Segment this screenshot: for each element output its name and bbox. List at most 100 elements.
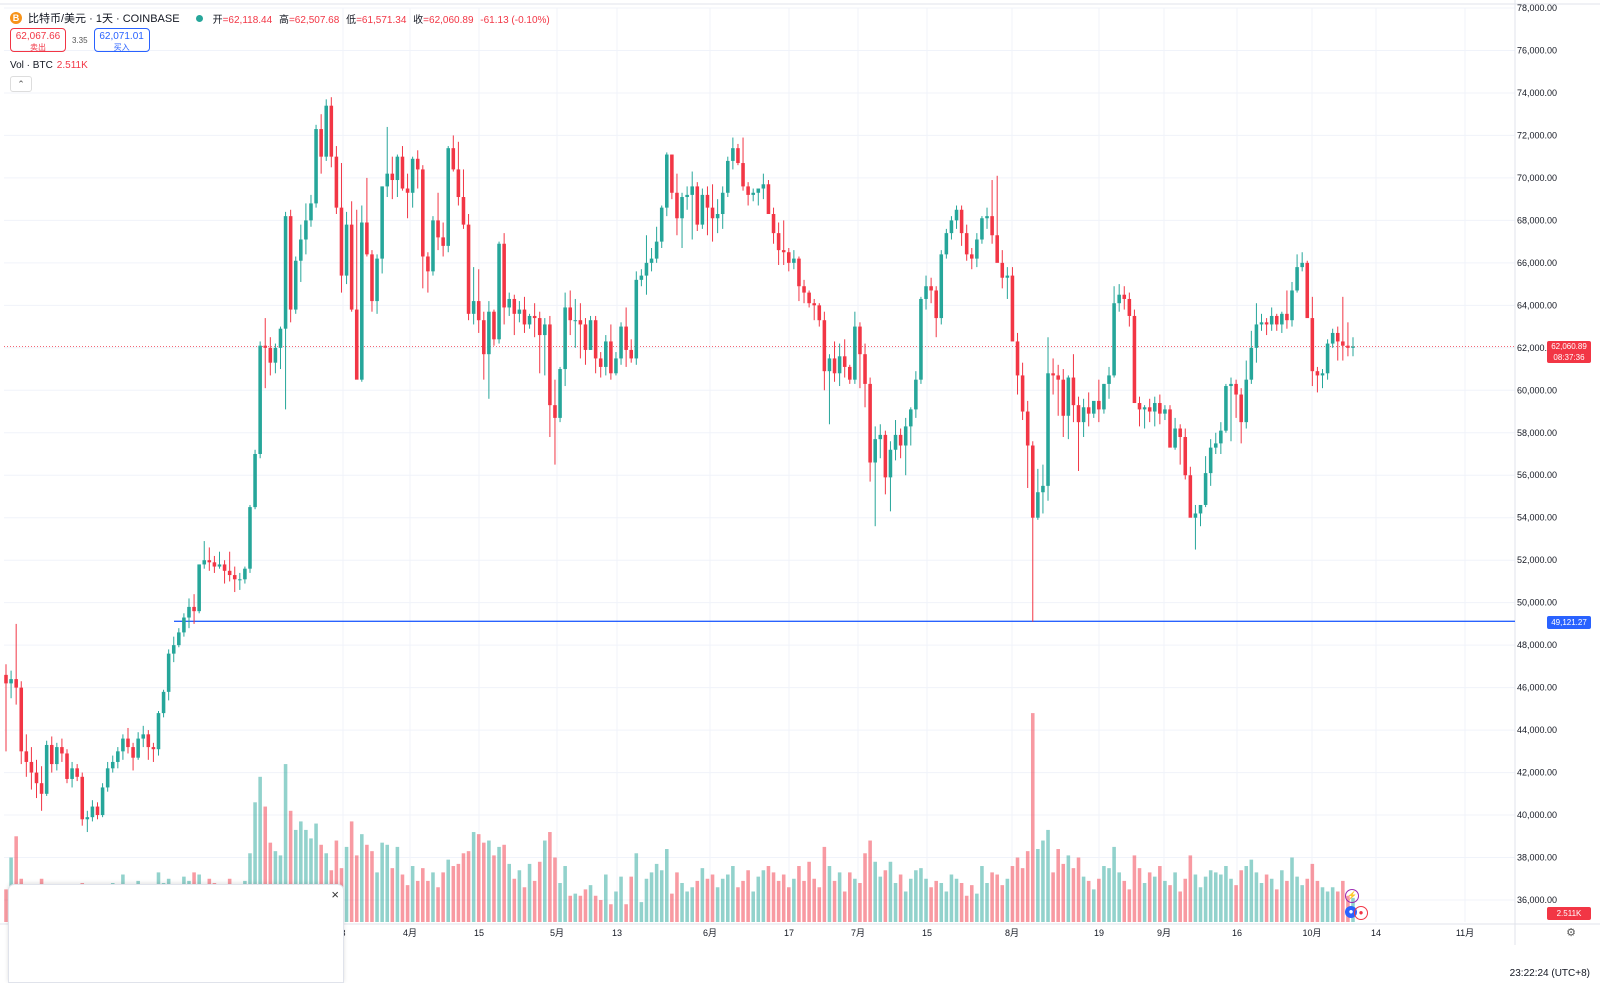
candle-body[interactable] <box>1269 315 1274 325</box>
candle-body[interactable] <box>105 768 110 788</box>
candle-body[interactable] <box>263 345 268 348</box>
candle-body[interactable] <box>720 192 725 215</box>
candle-body[interactable] <box>1300 262 1304 268</box>
candle-body[interactable] <box>665 154 669 208</box>
candle-body[interactable] <box>141 734 146 739</box>
candle-body[interactable] <box>1335 332 1340 342</box>
candle-body[interactable] <box>1152 403 1157 412</box>
candle-body[interactable] <box>1254 324 1259 348</box>
candle-body[interactable] <box>954 209 959 221</box>
candle-body[interactable] <box>395 156 400 181</box>
candle-body[interactable] <box>232 575 237 580</box>
candle-body[interactable] <box>1208 447 1213 474</box>
candle-body[interactable] <box>700 194 705 225</box>
lightning-icon[interactable]: ⚡ <box>1345 889 1359 903</box>
candle-body[interactable] <box>863 354 867 384</box>
candle-body[interactable] <box>9 679 13 684</box>
candle-body[interactable] <box>924 286 928 299</box>
candle-body[interactable] <box>293 260 298 310</box>
candle-body[interactable] <box>49 744 54 765</box>
candle-body[interactable] <box>1158 403 1162 414</box>
candle-body[interactable] <box>405 188 410 193</box>
candle-body[interactable] <box>497 243 501 340</box>
candle-body[interactable] <box>934 290 938 319</box>
candle-body[interactable] <box>360 222 364 380</box>
candle-body[interactable] <box>1351 346 1355 348</box>
candle-body[interactable] <box>908 409 913 427</box>
candle-body[interactable] <box>1000 262 1005 278</box>
candle-body[interactable] <box>868 383 872 463</box>
candle-body[interactable] <box>715 214 720 219</box>
candle-body[interactable] <box>217 564 222 567</box>
candle-body[interactable] <box>121 738 125 752</box>
candle-body[interactable] <box>964 233 969 255</box>
candle-body[interactable] <box>1325 343 1330 374</box>
candle-body[interactable] <box>919 298 923 380</box>
candle-body[interactable] <box>619 326 623 359</box>
candle-body[interactable] <box>1086 407 1091 414</box>
candle-body[interactable] <box>212 562 217 567</box>
candle-body[interactable] <box>1036 492 1040 518</box>
candle-body[interactable] <box>1066 377 1071 416</box>
candle-body[interactable] <box>888 449 893 478</box>
candle-body[interactable] <box>842 356 847 367</box>
candle-body[interactable] <box>207 560 212 563</box>
candle-body[interactable] <box>746 186 750 195</box>
candle-body[interactable] <box>166 653 171 692</box>
candle-body[interactable] <box>659 207 664 242</box>
candle-body[interactable] <box>441 237 445 246</box>
candle-body[interactable] <box>29 761 34 773</box>
candle-body[interactable] <box>578 320 583 325</box>
candle-body[interactable] <box>1239 394 1243 423</box>
candle-body[interactable] <box>1219 430 1223 444</box>
candle-body[interactable] <box>187 606 191 618</box>
candle-body[interactable] <box>512 298 517 314</box>
candle-body[interactable] <box>192 606 196 612</box>
chevron-up-icon[interactable]: ⌃ <box>10 76 32 92</box>
candle-body[interactable] <box>751 192 755 195</box>
candle-body[interactable] <box>558 369 562 418</box>
candle-body[interactable] <box>705 194 710 208</box>
candle-body[interactable] <box>151 747 156 750</box>
candle-body[interactable] <box>1076 405 1081 423</box>
candle-body[interactable] <box>299 239 303 261</box>
candle-body[interactable] <box>156 713 161 750</box>
candle-body[interactable] <box>451 148 456 170</box>
candle-body[interactable] <box>471 301 476 314</box>
candle-body[interactable] <box>110 761 115 769</box>
candle-body[interactable] <box>288 216 293 310</box>
candle-body[interactable] <box>314 129 318 204</box>
candle-body[interactable] <box>95 806 100 816</box>
candle-body[interactable] <box>1112 303 1116 376</box>
candle-body[interactable] <box>339 207 344 276</box>
candle-body[interactable] <box>253 454 257 508</box>
candle-body[interactable] <box>736 148 740 164</box>
candle-body[interactable] <box>781 250 786 253</box>
candle-body[interactable] <box>1198 504 1203 514</box>
candle-body[interactable] <box>1127 298 1132 316</box>
candle-body[interactable] <box>568 307 572 321</box>
candle-body[interactable] <box>1168 409 1172 448</box>
candle-body[interactable] <box>131 747 135 758</box>
candle-body[interactable] <box>990 216 994 236</box>
candle-body[interactable] <box>1203 473 1208 505</box>
candle-body[interactable] <box>171 645 176 654</box>
candle-body[interactable] <box>949 220 954 234</box>
candle-body[interactable] <box>1030 445 1035 518</box>
candle-body[interactable] <box>34 772 39 784</box>
candle-body[interactable] <box>349 224 354 310</box>
candle-body[interactable] <box>334 156 339 208</box>
candle-body[interactable] <box>634 279 639 359</box>
candle-body[interactable] <box>415 158 420 170</box>
candle-body[interactable] <box>324 105 329 157</box>
candle-body[interactable] <box>1183 437 1188 476</box>
candle-body[interactable] <box>614 358 618 374</box>
candle-body[interactable] <box>1132 315 1137 404</box>
candle-body[interactable] <box>278 328 283 348</box>
candle-body[interactable] <box>309 203 313 221</box>
candle-body[interactable] <box>1025 411 1030 446</box>
candle-body[interactable] <box>598 358 603 367</box>
candle-body[interactable] <box>426 256 430 272</box>
candle-body[interactable] <box>126 738 130 748</box>
